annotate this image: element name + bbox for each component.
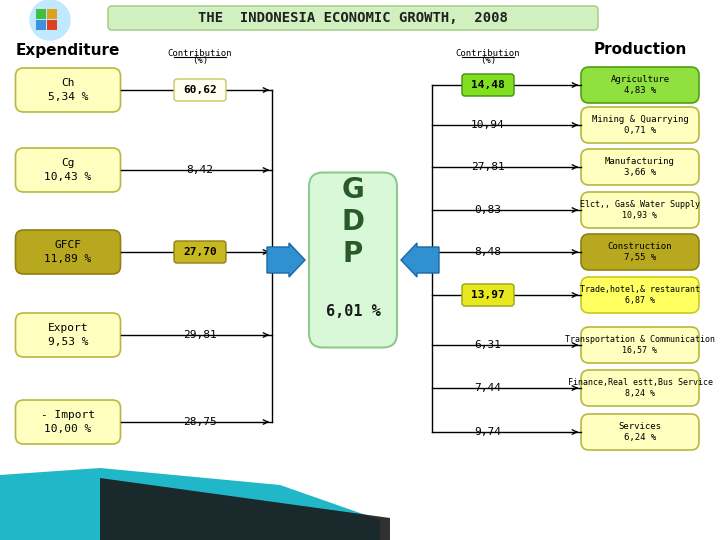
FancyArrow shape: [267, 243, 305, 277]
Text: 8,48: 8,48: [474, 247, 502, 257]
Text: Transportation & Communication
16,57 %: Transportation & Communication 16,57 %: [565, 335, 715, 355]
Text: 9,74: 9,74: [474, 427, 502, 437]
Polygon shape: [0, 490, 380, 540]
FancyBboxPatch shape: [174, 241, 226, 263]
Text: 28,75: 28,75: [183, 417, 217, 427]
Text: Elct,, Gas& Water Supply
10,93 %: Elct,, Gas& Water Supply 10,93 %: [580, 200, 700, 220]
Bar: [36, 20, 46, 30]
FancyBboxPatch shape: [462, 74, 514, 96]
Text: Production: Production: [593, 43, 687, 57]
Text: (%): (%): [192, 57, 208, 65]
Text: 60,62: 60,62: [183, 85, 217, 95]
FancyBboxPatch shape: [16, 68, 120, 112]
FancyBboxPatch shape: [581, 414, 699, 450]
FancyBboxPatch shape: [108, 6, 598, 30]
Text: GFCF
11,89 %: GFCF 11,89 %: [45, 240, 91, 264]
Text: Manufacturing
3,66 %: Manufacturing 3,66 %: [605, 157, 675, 177]
Bar: [47, 9, 57, 19]
Text: 8,42: 8,42: [186, 165, 214, 175]
Text: 13,97: 13,97: [471, 290, 505, 300]
Circle shape: [30, 0, 70, 40]
Text: G
D
P: G D P: [341, 176, 364, 268]
Text: Expenditure: Expenditure: [16, 43, 120, 57]
FancyBboxPatch shape: [581, 234, 699, 270]
Text: Export
9,53 %: Export 9,53 %: [48, 323, 89, 347]
Text: 27,81: 27,81: [471, 162, 505, 172]
Text: 6,01 %: 6,01 %: [325, 305, 380, 320]
Text: Cg
10,43 %: Cg 10,43 %: [45, 158, 91, 181]
Text: 6,31: 6,31: [474, 340, 502, 350]
FancyBboxPatch shape: [16, 400, 120, 444]
Bar: [47, 20, 57, 30]
Text: THE  INDONESIA ECONOMIC GROWTH,  2008: THE INDONESIA ECONOMIC GROWTH, 2008: [198, 11, 508, 25]
Text: Agriculture
4,83 %: Agriculture 4,83 %: [611, 75, 670, 95]
FancyBboxPatch shape: [581, 107, 699, 143]
FancyBboxPatch shape: [16, 313, 120, 357]
FancyBboxPatch shape: [16, 148, 120, 192]
Text: Mining & Quarrying
0,71 %: Mining & Quarrying 0,71 %: [592, 115, 688, 135]
Text: Contribution: Contribution: [456, 49, 521, 57]
FancyBboxPatch shape: [462, 284, 514, 306]
FancyBboxPatch shape: [581, 327, 699, 363]
FancyBboxPatch shape: [581, 192, 699, 228]
Text: 14,48: 14,48: [471, 80, 505, 90]
Text: Construction
7,55 %: Construction 7,55 %: [608, 242, 672, 262]
Polygon shape: [100, 478, 390, 540]
FancyBboxPatch shape: [309, 172, 397, 348]
FancyBboxPatch shape: [174, 79, 226, 101]
FancyArrow shape: [401, 243, 439, 277]
Text: (%): (%): [480, 57, 496, 65]
FancyBboxPatch shape: [581, 67, 699, 103]
Text: Finance,Real estt,Bus Service
8,24 %: Finance,Real estt,Bus Service 8,24 %: [567, 378, 713, 398]
Text: 7,44: 7,44: [474, 383, 502, 393]
FancyBboxPatch shape: [581, 149, 699, 185]
FancyBboxPatch shape: [581, 277, 699, 313]
Text: Trade,hotel,& restaurant
6,87 %: Trade,hotel,& restaurant 6,87 %: [580, 285, 700, 305]
Text: Services
6,24 %: Services 6,24 %: [618, 422, 662, 442]
Text: 10,94: 10,94: [471, 120, 505, 130]
Polygon shape: [0, 468, 380, 540]
Text: Contribution: Contribution: [168, 49, 233, 57]
Text: 29,81: 29,81: [183, 330, 217, 340]
Text: 0,83: 0,83: [474, 205, 502, 215]
Bar: [36, 9, 46, 19]
FancyBboxPatch shape: [16, 230, 120, 274]
Text: Ch
5,34 %: Ch 5,34 %: [48, 78, 89, 102]
Text: - Import
10,00 %: - Import 10,00 %: [41, 410, 95, 434]
FancyBboxPatch shape: [581, 370, 699, 406]
Text: 27,70: 27,70: [183, 247, 217, 257]
